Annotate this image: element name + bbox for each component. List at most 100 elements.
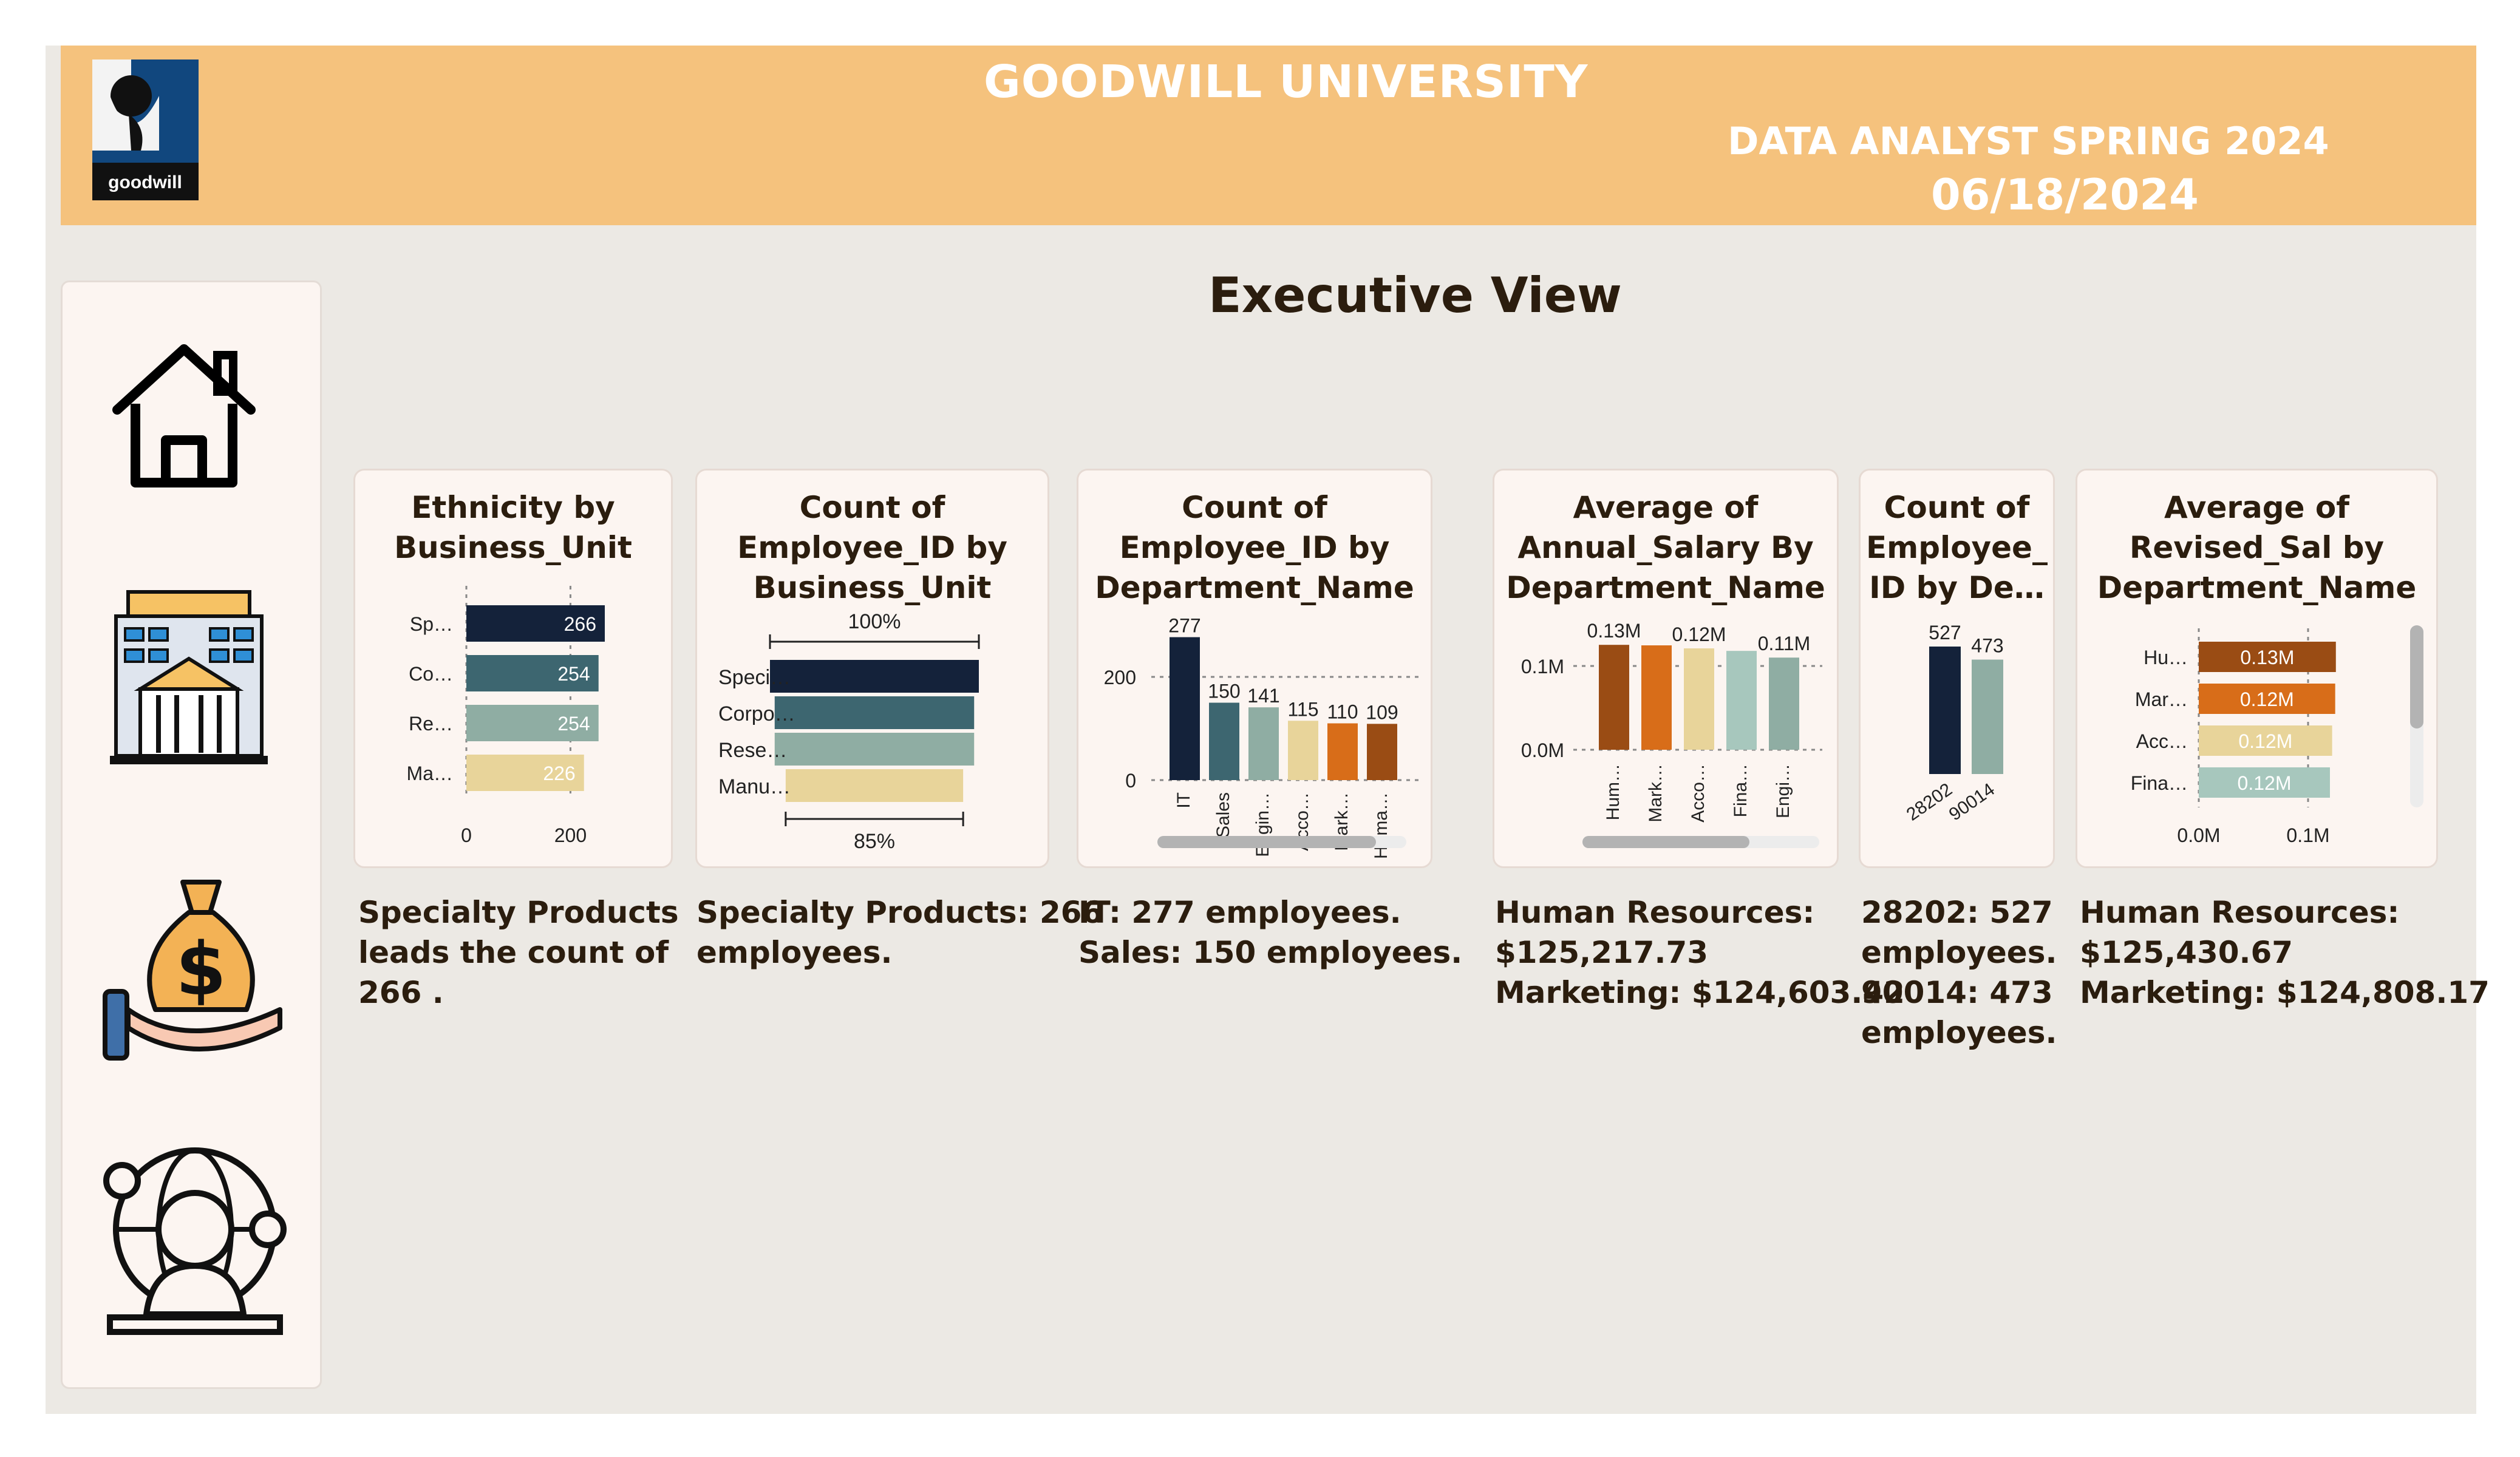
building-icon[interactable] [98,586,280,768]
data-label: 115 [1287,698,1318,720]
data-label: 527 [1929,622,1961,644]
bar [2199,767,2330,798]
bar [1972,659,2003,774]
category-label: Ma… [407,762,453,784]
data-label: 266 [564,613,596,635]
category-label: Co… [409,663,453,685]
insight-ethnicity: Specialty Products leads the count of 26… [358,895,679,1010]
bar [1170,637,1200,780]
card-title: Count of Employee_ID by Department_Name [1095,490,1414,605]
bar [2199,684,2335,714]
x-tick-label: 0.0M [2177,824,2220,846]
category-label: Hu… [2144,647,2188,668]
sidebar-nav: $ [61,280,322,1389]
bar [2199,642,2336,672]
card-employee-by-zip[interactable]: Count of Employee_ ID by De… 527 28202 473… [1859,469,2055,868]
money-bag-icon[interactable]: $ [98,870,292,1064]
bar [1684,648,1714,750]
chart-ethnicity: Sp… 266 Co… 254 Re… 254 Ma… 226 0 200 [407,586,605,846]
x-tick-label: 0 [461,824,472,846]
logo-smile-tail [129,114,143,151]
data-label: 0.11M [1758,633,1811,654]
chart-employee-by-business-unit: 100% Speci… Corpo… Rese… Manu… 85% [718,610,980,853]
scrollbar-thumb [2410,625,2423,728]
bar [1769,657,1799,750]
bar [1367,724,1397,780]
category-label: Corpo… [718,702,795,725]
card-title: Average of Revised_Sal by Department_Nam… [2097,490,2417,605]
data-label: 277 [1168,615,1200,637]
bar [1248,707,1279,780]
scrollbar-thumb [1582,836,1749,848]
category-label: Fina… [2131,772,2188,794]
category-label: Fina… [1731,764,1751,817]
category-label: Sp… [410,613,453,635]
card-employee-by-department[interactable]: Count of Employee_ID by Department_Name … [1077,469,1432,868]
logo-smile-head [111,75,152,117]
data-label: 0.12M [2238,730,2292,752]
funnel-bar [774,696,975,729]
y-tick-label: 0 [1125,770,1136,792]
data-label: 0.12M [2238,772,2292,794]
bar [1327,723,1358,780]
bar [1726,651,1757,750]
x-tick-label: 200 [554,824,587,846]
funnel-bottom-label: 85% [854,830,895,853]
bar [1929,647,1961,774]
data-label: 141 [1247,685,1279,707]
goodwill-logo: goodwill [92,59,199,200]
chart-employee-by-department: 2000277IT150Sales141Engin…115Acco…110Mar… [1104,615,1418,859]
category-label: Engi… [1773,764,1793,818]
category-label: Sales [1213,792,1233,838]
funnel-top-label: 100% [848,610,901,633]
card-ethnicity[interactable]: Ethnicity by Business_Unit Sp… 266 Co… 254 R… [353,469,673,868]
bar [466,705,599,741]
funnel-bar [770,660,979,693]
insight-employee-by-business-unit: Specialty Products: 266 employees. [696,895,1103,970]
x-tick-label: 0.1M [2286,824,2329,846]
header-banner [61,46,2476,225]
chart-employee-by-zip: 527 28202 473 90014 [1903,622,2004,825]
category-label: Mark… [1646,764,1666,823]
card-title: Count of Employee_ ID by De… [1866,490,2048,605]
scrollbar-thumb [1157,836,1376,848]
funnel-bar [785,769,964,802]
bar [466,605,605,642]
data-label: 0.13M [2240,647,2294,668]
insight-employee-by-department: IT: 277 employees. Sales: 150 employees. [1078,895,1463,970]
data-label: 0.12M [1672,623,1726,645]
y-tick-label: 0.0M [1521,739,1564,761]
bar [1599,645,1629,750]
data-label: 473 [1971,635,2003,657]
report-subtitle: DATA ANALYST SPRING 2024 [1728,119,2329,163]
y-tick-label: 0.1M [1521,656,1564,678]
card-revised-salary-by-department[interactable]: Average of Revised_Sal by Department_Nam… [2076,469,2438,868]
category-label: Acco… [1688,764,1708,823]
insight-employee-by-zip: 28202: 527 employees. 90014: 473 employe… [1861,895,2057,1050]
logo-wordmark-bar [92,163,199,200]
card-employee-by-business-unit[interactable]: Count of Employee_ID by Business_Unit 10… [695,469,1049,868]
home-icon[interactable] [105,337,263,495]
category-label: Hum… [1603,764,1623,820]
category-label: Re… [409,713,453,735]
funnel-bar [774,733,975,766]
report-date: 06/18/2024 [1931,170,2199,220]
category-label: Rese… [718,739,787,762]
report-title: GOODWILL UNIVERSITY [984,56,1589,108]
category-label: 90014 [1946,779,1998,825]
chart-revised-salary-by-department: Hu… 0.13M Mar… 0.12M Acc… 0.12M Fina… 0.12M 0.0M… [2131,625,2423,846]
card-salary-by-department[interactable]: Average of Annual_Salary By Department_N… [1493,469,1839,868]
logo-smile-curve [111,96,159,151]
data-label: 0.12M [2240,688,2294,710]
bar [2199,725,2332,756]
insight-salary-by-department: Human Resources: $125,217.73 Marketing: … [1495,895,1905,1010]
card-title: Ethnicity by Business_Unit [394,490,632,565]
category-label: Speci… [718,666,791,689]
category-label: Acc… [2136,730,2188,752]
data-label: 254 [557,663,590,685]
global-person-icon[interactable] [98,1138,292,1339]
category-label: 28202 [1903,779,1956,825]
data-label: 226 [543,762,575,784]
page-title: Executive View [1208,267,1622,324]
category-label: Huma… [1371,792,1391,859]
